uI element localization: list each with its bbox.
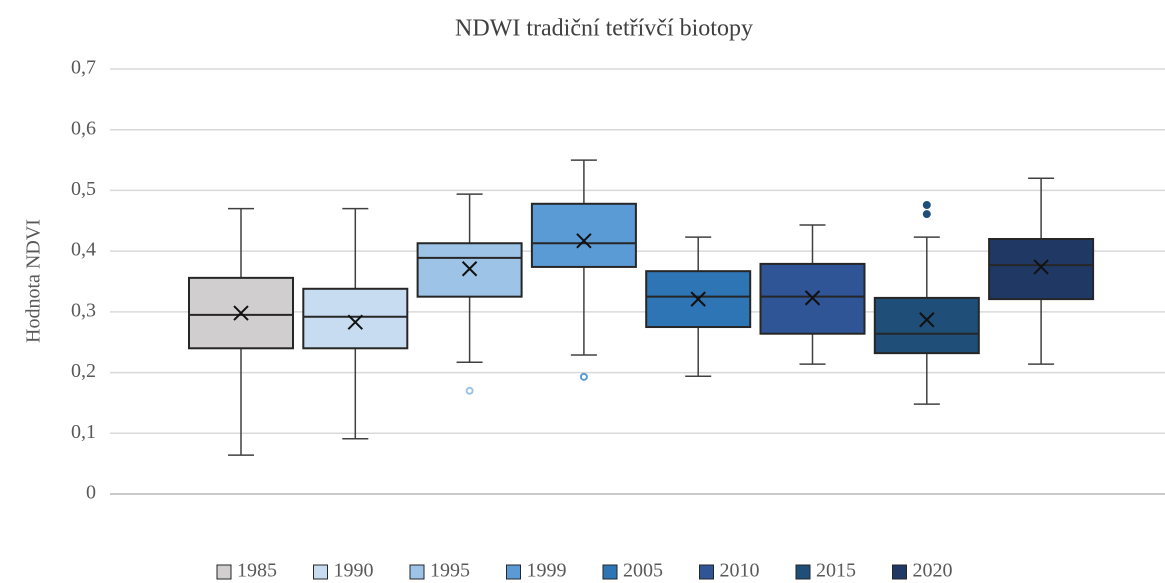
legend-label: 2005 — [623, 560, 663, 582]
box — [873, 296, 980, 355]
mean-marker — [347, 314, 364, 330]
legend-label: 2020 — [913, 560, 953, 582]
y-tick-label: 0 — [86, 482, 96, 504]
legend-swatch — [892, 564, 907, 580]
y-tick-label: 0,1 — [71, 421, 96, 443]
legend-label: 2010 — [720, 560, 760, 582]
y-axis-title: Hodnota NDVI — [23, 219, 45, 343]
y-tick-label: 0,7 — [71, 57, 96, 79]
box — [759, 262, 866, 335]
box — [988, 238, 1095, 301]
outlier — [465, 386, 474, 395]
legend-label: 1985 — [237, 560, 277, 582]
legend-swatch — [313, 564, 328, 580]
legend-swatch — [506, 564, 521, 580]
y-tick-label: 0,6 — [71, 117, 96, 139]
y-tick-label: 0,5 — [71, 178, 96, 200]
legend-swatch — [795, 564, 811, 580]
chart-title: NDWI tradiční tetřívčí biotopy — [455, 16, 753, 42]
mean-marker — [690, 291, 706, 307]
mean-marker — [804, 290, 821, 306]
mean-marker — [576, 233, 592, 249]
outlier — [922, 201, 931, 209]
mean-marker — [461, 261, 478, 277]
legend-label: 1990 — [334, 560, 374, 582]
mean-marker — [1033, 259, 1049, 275]
y-tick-label: 0,4 — [71, 239, 96, 261]
mean-marker — [233, 305, 249, 321]
mean-marker — [919, 312, 935, 328]
legend-label: 1999 — [527, 560, 567, 582]
legend-swatch — [409, 564, 425, 580]
legend-label: 2015 — [816, 560, 856, 582]
y-tick-label: 0,2 — [71, 360, 96, 382]
legend-swatch — [602, 564, 618, 580]
box — [530, 202, 637, 268]
legend-label: 1995 — [430, 560, 470, 582]
outlier — [579, 372, 588, 381]
box — [302, 287, 409, 350]
outlier — [922, 210, 931, 219]
legend-swatch — [216, 564, 232, 580]
legend-swatch — [699, 564, 714, 580]
y-tick-label: 0,3 — [71, 299, 96, 321]
